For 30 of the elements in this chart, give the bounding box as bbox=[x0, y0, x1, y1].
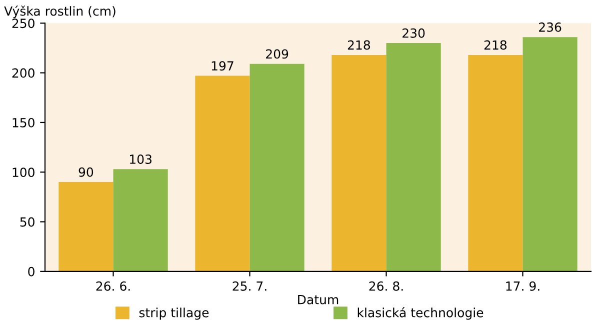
bar bbox=[522, 37, 578, 272]
data-label: 103 bbox=[130, 154, 152, 164]
bar bbox=[195, 76, 250, 272]
data-label: 90 bbox=[78, 167, 94, 177]
bar bbox=[468, 54, 523, 272]
x-tick-label: 26. 6. bbox=[96, 281, 130, 291]
bar bbox=[386, 43, 441, 272]
data-label: 197 bbox=[212, 61, 234, 71]
legend-label: klasická technologie bbox=[358, 307, 484, 320]
data-label: 236 bbox=[539, 22, 562, 32]
y-tick-label: 150 bbox=[12, 118, 34, 128]
bar bbox=[332, 54, 386, 272]
x-tick-label: 25. 7. bbox=[232, 281, 266, 291]
y-tick-label: 100 bbox=[12, 168, 34, 178]
data-label: 218 bbox=[348, 40, 370, 50]
bar bbox=[58, 182, 114, 272]
x-tick-label: 17. 9. bbox=[506, 281, 540, 291]
data-label: 218 bbox=[484, 40, 507, 50]
y-tick-label: 200 bbox=[12, 68, 34, 78]
data-label: 209 bbox=[266, 49, 288, 59]
y-tick-label: 50 bbox=[20, 217, 34, 227]
bar bbox=[113, 169, 168, 272]
y-tick-label: 250 bbox=[12, 18, 34, 28]
x-axis-title: Datum bbox=[298, 295, 338, 304]
data-label: 230 bbox=[402, 28, 425, 38]
y-tick-label: 0 bbox=[28, 266, 34, 276]
legend-label: strip tillage bbox=[139, 308, 209, 320]
x-tick-label: 26. 8. bbox=[369, 281, 403, 291]
bar bbox=[250, 64, 304, 272]
y-axis-title: Výška rostlin (cm) bbox=[4, 6, 116, 18]
